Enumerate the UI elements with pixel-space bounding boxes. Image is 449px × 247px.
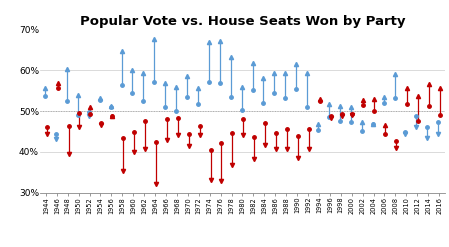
- Title: Popular Vote vs. House Seats Won by Party: Popular Vote vs. House Seats Won by Part…: [80, 16, 405, 28]
